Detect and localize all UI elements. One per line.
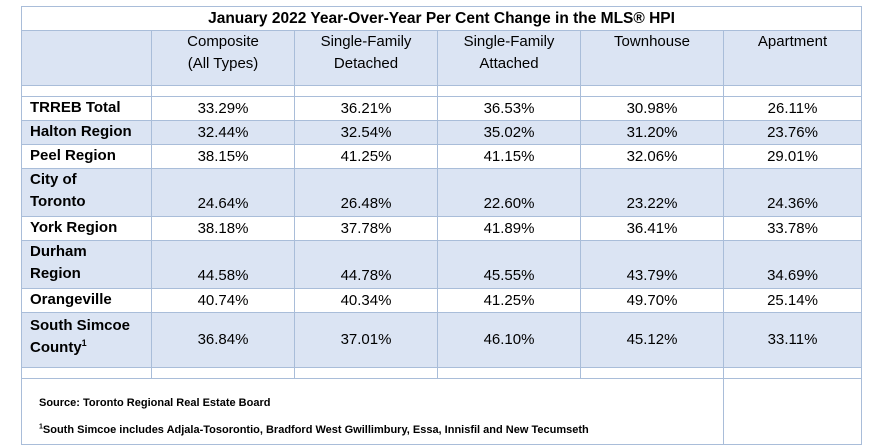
value-cell: 22.60% bbox=[437, 168, 581, 217]
value-cell: 37.01% bbox=[294, 312, 438, 368]
column-header-townhouse: Townhouse bbox=[580, 30, 724, 86]
value-cell: 31.20% bbox=[580, 120, 724, 145]
spacer-row bbox=[21, 85, 863, 97]
value-cell: 45.55% bbox=[437, 240, 581, 289]
value-cell: 44.58% bbox=[151, 240, 295, 289]
column-header-line2: (All Types) bbox=[187, 55, 259, 72]
hpi-table: January 2022 Year-Over-Year Per Cent Cha… bbox=[20, 6, 863, 445]
column-header-line2: Attached bbox=[479, 55, 539, 72]
value-cell: 40.74% bbox=[151, 288, 295, 313]
value-cell: 41.25% bbox=[294, 144, 438, 169]
table-row: City of Toronto 24.64% 26.48% 22.60% 23.2… bbox=[21, 168, 863, 217]
value-cell: 40.34% bbox=[294, 288, 438, 313]
value-cell: 43.79% bbox=[580, 240, 724, 289]
value-cell: 32.54% bbox=[294, 120, 438, 145]
region-name-line1: South Simcoe bbox=[30, 317, 131, 334]
value-cell: 41.89% bbox=[437, 216, 581, 241]
value-cell: 44.78% bbox=[294, 240, 438, 289]
value-cell: 36.84% bbox=[151, 312, 295, 368]
value-cell: 23.76% bbox=[722, 120, 863, 145]
spacer-row bbox=[21, 367, 863, 379]
value-cell: 24.36% bbox=[722, 168, 863, 217]
column-header-detached: Single-Family Detached bbox=[294, 30, 438, 86]
value-cell: 36.41% bbox=[580, 216, 724, 241]
table-row: South Simcoe County1 36.84% 37.01% 46.10%… bbox=[21, 312, 863, 368]
value-cell: 36.21% bbox=[294, 96, 438, 121]
column-header-line1: Single-Family bbox=[320, 33, 412, 50]
column-header-row: Composite (All Types) Single-Family Detach… bbox=[21, 30, 863, 86]
table-row: Peel Region 38.15% 41.25% 41.15% 32.06% … bbox=[21, 144, 863, 169]
value-cell: 38.18% bbox=[151, 216, 295, 241]
value-cell: 33.78% bbox=[722, 216, 863, 241]
region-name: Orangeville bbox=[21, 288, 152, 313]
table-title: January 2022 Year-Over-Year Per Cent Cha… bbox=[20, 6, 863, 31]
footnote: 1South Simcoe includes Adjala-Tosorontio… bbox=[39, 417, 723, 444]
column-header-line1: Composite bbox=[187, 33, 259, 50]
table-row: TRREB Total 33.29% 36.21% 36.53% 30.98% … bbox=[21, 96, 863, 121]
region-name: Peel Region bbox=[21, 144, 152, 169]
column-header-line1: Single-Family bbox=[463, 33, 555, 50]
value-cell: 23.22% bbox=[580, 168, 724, 217]
table-row: Orangeville 40.74% 40.34% 41.25% 49.70% … bbox=[21, 288, 863, 313]
value-cell: 35.02% bbox=[437, 120, 581, 145]
footnote-text: South Simcoe includes Adjala-Tosorontio,… bbox=[42, 424, 589, 436]
value-cell: 45.12% bbox=[580, 312, 724, 368]
footnote-marker: 1 bbox=[81, 338, 87, 348]
value-cell: 30.98% bbox=[580, 96, 724, 121]
value-cell: 41.15% bbox=[437, 144, 581, 169]
region-name-line2-wrap: County1 bbox=[30, 337, 151, 359]
hpi-table-container: January 2022 Year-Over-Year Per Cent Cha… bbox=[20, 6, 863, 445]
table-row: Durham Region 44.58% 44.78% 45.55% 43.79%… bbox=[21, 240, 863, 289]
value-cell: 26.48% bbox=[294, 168, 438, 217]
footnote-marker: 1 bbox=[39, 423, 43, 431]
value-cell: 49.70% bbox=[580, 288, 724, 313]
region-name: City of Toronto bbox=[21, 168, 152, 217]
region-name-line2: Toronto bbox=[30, 193, 86, 210]
value-cell: 36.53% bbox=[437, 96, 581, 121]
value-cell: 32.44% bbox=[151, 120, 295, 145]
value-cell: 33.29% bbox=[151, 96, 295, 121]
column-header-line1: Townhouse bbox=[614, 33, 690, 50]
region-name: Halton Region bbox=[21, 120, 152, 145]
column-header-line1: Apartment bbox=[757, 33, 828, 50]
value-cell: 33.11% bbox=[722, 312, 863, 368]
value-cell: 29.01% bbox=[722, 144, 863, 169]
region-name-line1: City of bbox=[30, 171, 77, 188]
region-name: Durham Region bbox=[21, 240, 152, 289]
source-note: Source: Toronto Regional Real Estate Boa… bbox=[39, 397, 271, 409]
region-name: South Simcoe County1 bbox=[21, 312, 152, 368]
table-row: Halton Region 32.44% 32.54% 35.02% 31.20… bbox=[21, 120, 863, 145]
region-name-line2: Region bbox=[30, 265, 81, 282]
value-cell: 26.11% bbox=[722, 96, 863, 121]
header-blank-cell bbox=[21, 30, 152, 86]
value-cell: 38.15% bbox=[151, 144, 295, 169]
value-cell: 41.25% bbox=[437, 288, 581, 313]
region-name-line2: County bbox=[30, 339, 82, 356]
footer-blank-cell bbox=[722, 378, 863, 445]
value-cell: 32.06% bbox=[580, 144, 724, 169]
column-header-attached: Single-Family Attached bbox=[437, 30, 581, 86]
value-cell: 24.64% bbox=[151, 168, 295, 217]
value-cell: 46.10% bbox=[437, 312, 581, 368]
column-header-line2: Detached bbox=[333, 55, 399, 72]
column-header-composite: Composite (All Types) bbox=[151, 30, 295, 86]
region-name: TRREB Total bbox=[21, 96, 152, 121]
table-row: York Region 38.18% 37.78% 41.89% 36.41% … bbox=[21, 216, 863, 241]
footer-notes: Source: Toronto Regional Real Estate Boa… bbox=[21, 378, 724, 445]
value-cell: 37.78% bbox=[294, 216, 438, 241]
region-name: York Region bbox=[21, 216, 152, 241]
footer-row: Source: Toronto Regional Real Estate Boa… bbox=[21, 378, 863, 445]
column-header-apartment: Apartment bbox=[722, 30, 863, 86]
value-cell: 34.69% bbox=[722, 240, 863, 289]
value-cell: 25.14% bbox=[722, 288, 863, 313]
region-name-line1: Durham bbox=[30, 243, 87, 260]
